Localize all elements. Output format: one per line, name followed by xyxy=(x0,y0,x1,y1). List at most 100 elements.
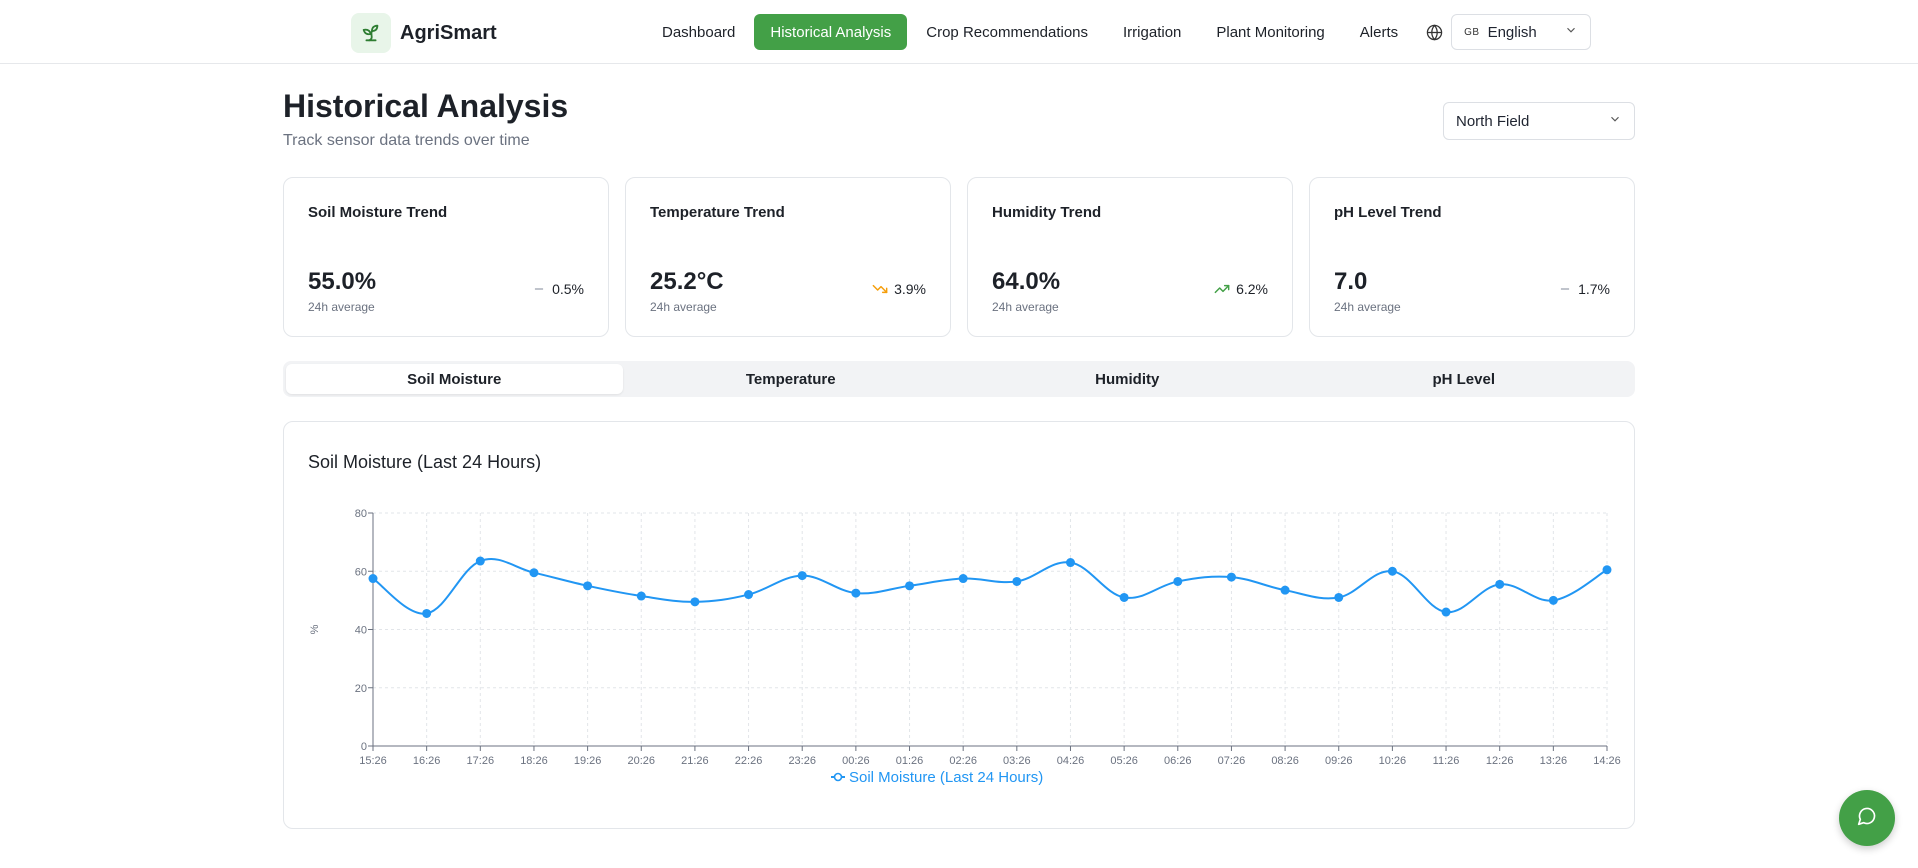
stat-card-title: Temperature Trend xyxy=(650,204,785,221)
data-point xyxy=(1441,607,1451,617)
data-point xyxy=(1387,566,1397,576)
data-point xyxy=(797,571,807,581)
brand[interactable]: AgriSmart xyxy=(351,13,497,53)
flag-gb-icon: GB xyxy=(1464,26,1480,38)
trending-up-icon xyxy=(1214,284,1230,294)
series-line xyxy=(372,558,1608,615)
metric-tabs: Soil Moisture Temperature Humidity pH Le… xyxy=(283,361,1635,397)
tab-humidity[interactable]: Humidity xyxy=(1095,370,1160,388)
data-point xyxy=(475,556,485,566)
globe-icon xyxy=(1423,21,1445,43)
legend-label: Soil Moisture (Last 24 Hours) xyxy=(849,769,1043,786)
tab-temperature[interactable]: Temperature xyxy=(745,370,836,388)
trend-indicator: 3.9% xyxy=(872,281,926,297)
data-point xyxy=(1602,565,1612,575)
chart-title: Soil Moisture (Last 24 Hours) xyxy=(308,452,542,472)
data-point xyxy=(958,574,968,584)
data-point xyxy=(1280,585,1290,595)
y-tick-label: 20 xyxy=(355,683,367,695)
data-point xyxy=(1495,579,1505,589)
x-tick-label: 18:26 xyxy=(520,755,548,767)
stat-card-title: Soil Moisture Trend xyxy=(308,204,448,221)
data-point xyxy=(422,608,432,618)
language-select[interactable]: GB English xyxy=(1451,14,1592,50)
chevron-down-icon xyxy=(1608,112,1622,130)
data-point xyxy=(905,581,915,591)
stat-card-title: pH Level Trend xyxy=(1334,204,1442,221)
x-tick-label: 02:26 xyxy=(949,755,977,767)
stat-card-value: 55.0% xyxy=(308,268,377,295)
trend-value: 1.7% xyxy=(1578,281,1610,297)
main-nav: Dashboard Historical Analysis Crop Recom… xyxy=(646,14,1592,50)
stat-card-title: Humidity Trend xyxy=(992,204,1102,221)
language-value: English xyxy=(1487,23,1537,41)
trend-flat-icon xyxy=(534,288,544,290)
nav-irrigation[interactable]: Irrigation xyxy=(1123,23,1182,41)
data-point xyxy=(1119,592,1129,602)
stat-card-caption: 24h average xyxy=(1334,300,1401,314)
stat-card-temperature: Temperature Trend 25.2°C 24h average 3.9… xyxy=(625,177,951,337)
stat-card-humidity: Humidity Trend 64.0% 24h average 6.2% xyxy=(967,177,1293,337)
nav-crop-recommendations[interactable]: Crop Recommendations xyxy=(926,23,1089,41)
stat-card-caption: 24h average xyxy=(650,300,717,314)
x-tick-label: 08:26 xyxy=(1271,755,1299,767)
data-point xyxy=(529,568,539,578)
data-point xyxy=(1548,595,1558,605)
chat-button[interactable] xyxy=(1839,790,1895,846)
stat-card-caption: 24h average xyxy=(992,300,1059,314)
nav-dashboard[interactable]: Dashboard xyxy=(662,23,736,41)
top-navbar: AgriSmart Dashboard Historical Analysis … xyxy=(0,0,1918,64)
nav-plant-monitoring[interactable]: Plant Monitoring xyxy=(1216,23,1325,41)
data-point xyxy=(744,590,754,600)
x-tick-label: 04:26 xyxy=(1057,755,1085,767)
data-point xyxy=(636,591,646,601)
x-tick-label: 00:26 xyxy=(842,755,870,767)
data-point xyxy=(851,588,861,598)
data-point xyxy=(1334,592,1344,602)
x-tick-label: 23:26 xyxy=(788,755,816,767)
stat-card-soil-moisture: Soil Moisture Trend 55.0% 24h average 0.… xyxy=(283,177,609,337)
sprout-icon xyxy=(351,13,391,53)
stat-card-value: 25.2°C xyxy=(650,268,724,295)
stat-card-caption: 24h average xyxy=(308,300,375,314)
trending-down-icon xyxy=(872,284,888,294)
x-tick-label: 11:26 xyxy=(1433,755,1460,767)
x-tick-label: 13:26 xyxy=(1540,755,1568,767)
nav-alerts[interactable]: Alerts xyxy=(1359,23,1399,41)
x-tick-label: 21:26 xyxy=(681,755,709,767)
trend-indicator: 1.7% xyxy=(1558,281,1610,297)
x-tick-label: 10:26 xyxy=(1379,755,1407,767)
field-select-value: North Field xyxy=(1456,112,1530,130)
data-point xyxy=(583,581,593,591)
nav-historical-analysis[interactable]: Historical Analysis xyxy=(754,14,908,50)
y-axis-label: % xyxy=(309,624,321,634)
soil-moisture-line-chart: 0 20 40 60 80 15:26 16:26 17:26 18:26 19:26 20:26 2… xyxy=(309,508,1621,786)
y-tick-label: 0 xyxy=(361,741,367,753)
x-tick-label: 01:26 xyxy=(896,755,924,767)
tab-ph-level[interactable]: pH Level xyxy=(1432,370,1496,388)
legend-marker-icon xyxy=(833,772,843,782)
data-point xyxy=(1226,572,1236,582)
trend-indicator: 0.5% xyxy=(532,281,584,297)
tab-soil-moisture[interactable]: Soil Moisture xyxy=(286,364,623,394)
x-tick-label: 03:26 xyxy=(1003,755,1031,767)
x-tick-label: 17:26 xyxy=(467,755,495,767)
page-subtitle: Track sensor data trends over time xyxy=(283,132,530,149)
trend-value: 3.9% xyxy=(894,281,926,297)
x-tick-label: 07:26 xyxy=(1218,755,1246,767)
x-tick-label: 12:26 xyxy=(1486,755,1514,767)
brand-name: AgriSmart xyxy=(400,21,497,44)
field-select[interactable]: North Field xyxy=(1443,102,1635,140)
chat-bubble-icon xyxy=(1857,806,1877,831)
stat-card-value: 64.0% xyxy=(992,268,1061,295)
trend-indicator: 6.2% xyxy=(1214,281,1268,297)
data-point xyxy=(1012,576,1022,586)
stat-cards: Soil Moisture Trend 55.0% 24h average 0.… xyxy=(283,177,1635,337)
x-tick-label: 22:26 xyxy=(735,755,763,767)
page-title: Historical Analysis xyxy=(283,88,569,124)
trend-flat-icon xyxy=(1560,288,1570,290)
stat-card-ph-level: pH Level Trend 7.0 24h average 1.7% xyxy=(1309,177,1635,337)
x-tick-label: 16:26 xyxy=(413,755,441,767)
x-tick-label: 14:26 xyxy=(1593,755,1621,767)
x-tick-label: 06:26 xyxy=(1164,755,1192,767)
